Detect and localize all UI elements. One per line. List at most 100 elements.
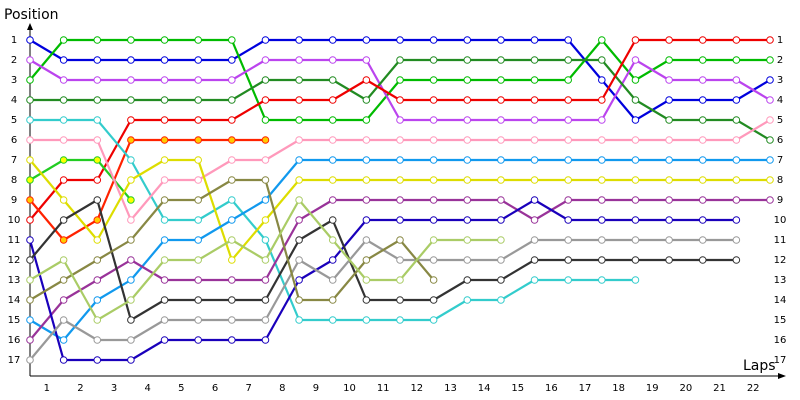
y-tick-label: 4 bbox=[11, 95, 17, 106]
point bbox=[396, 36, 404, 44]
point bbox=[631, 256, 640, 264]
x-tick-label: 10 bbox=[343, 383, 356, 394]
x-tick-label: 5 bbox=[178, 383, 184, 394]
point bbox=[93, 36, 102, 44]
point bbox=[429, 176, 438, 184]
point bbox=[26, 356, 34, 364]
point bbox=[26, 276, 34, 284]
point bbox=[160, 156, 169, 164]
point bbox=[261, 116, 270, 124]
point bbox=[530, 276, 539, 284]
point bbox=[598, 56, 606, 64]
point bbox=[429, 136, 438, 144]
point bbox=[732, 236, 741, 244]
point bbox=[665, 216, 673, 224]
point bbox=[362, 276, 371, 284]
point bbox=[396, 56, 404, 64]
point bbox=[160, 196, 169, 204]
point bbox=[160, 236, 169, 244]
point bbox=[429, 116, 438, 124]
x-tick-label: 19 bbox=[646, 383, 659, 394]
point bbox=[328, 136, 337, 144]
point bbox=[732, 156, 741, 164]
point bbox=[261, 96, 270, 104]
point bbox=[698, 56, 707, 64]
point bbox=[194, 76, 202, 84]
point bbox=[261, 56, 270, 64]
point bbox=[295, 176, 303, 184]
point bbox=[328, 56, 337, 64]
point bbox=[530, 176, 539, 184]
point bbox=[732, 56, 741, 64]
point bbox=[698, 176, 707, 184]
point bbox=[328, 116, 337, 124]
point bbox=[194, 236, 202, 244]
point bbox=[328, 196, 337, 204]
y2-tick-label: 16 bbox=[774, 335, 787, 346]
point bbox=[362, 116, 371, 124]
point bbox=[598, 76, 606, 84]
y-tick-label: 7 bbox=[11, 155, 17, 166]
x-tick-label: 16 bbox=[545, 383, 558, 394]
point bbox=[530, 196, 539, 204]
point bbox=[127, 356, 135, 364]
point bbox=[328, 316, 337, 324]
point bbox=[530, 236, 539, 244]
point bbox=[59, 196, 68, 204]
point bbox=[362, 316, 371, 324]
y2-tick-label: 5 bbox=[777, 115, 783, 126]
point bbox=[429, 56, 438, 64]
series-line bbox=[29, 158, 770, 262]
point bbox=[127, 236, 135, 244]
point bbox=[429, 296, 438, 304]
point bbox=[228, 176, 236, 184]
point bbox=[261, 36, 270, 44]
point bbox=[160, 96, 169, 104]
point bbox=[463, 116, 472, 124]
point bbox=[631, 236, 640, 244]
point bbox=[362, 136, 371, 144]
y2-tick-label: 13 bbox=[774, 275, 787, 286]
point bbox=[698, 96, 707, 104]
point bbox=[127, 156, 135, 164]
x-tick-label: 9 bbox=[313, 383, 319, 394]
point bbox=[665, 156, 673, 164]
x-tick-label: 2 bbox=[77, 383, 83, 394]
point bbox=[261, 76, 270, 84]
point bbox=[160, 116, 169, 124]
point bbox=[228, 36, 236, 44]
point bbox=[362, 296, 371, 304]
point bbox=[194, 216, 202, 224]
point bbox=[194, 196, 202, 204]
y2-tick-label: 6 bbox=[777, 135, 783, 146]
y2-tick-label: 7 bbox=[777, 155, 783, 166]
point bbox=[598, 256, 606, 264]
x-tick-label: 18 bbox=[612, 383, 625, 394]
y-tick-label: 3 bbox=[11, 75, 17, 86]
point bbox=[530, 96, 539, 104]
x-tick-label: 8 bbox=[279, 383, 285, 394]
point bbox=[564, 176, 572, 184]
point bbox=[59, 36, 68, 44]
point bbox=[228, 196, 236, 204]
y2-tick-label: 2 bbox=[777, 55, 783, 66]
point bbox=[530, 136, 539, 144]
point bbox=[362, 36, 371, 44]
point bbox=[328, 276, 337, 284]
y-tick-label: 11 bbox=[8, 235, 21, 246]
point bbox=[463, 96, 472, 104]
point bbox=[127, 256, 135, 264]
x-tick-label: 11 bbox=[377, 383, 390, 394]
series-line bbox=[29, 58, 771, 122]
point bbox=[328, 96, 337, 104]
point bbox=[228, 96, 236, 104]
point bbox=[194, 316, 202, 324]
point bbox=[228, 216, 236, 224]
x-tick-label: 6 bbox=[212, 383, 218, 394]
point bbox=[497, 76, 505, 84]
point bbox=[429, 316, 438, 324]
point bbox=[362, 176, 371, 184]
point bbox=[631, 36, 640, 44]
point bbox=[598, 216, 606, 224]
point bbox=[127, 56, 135, 64]
